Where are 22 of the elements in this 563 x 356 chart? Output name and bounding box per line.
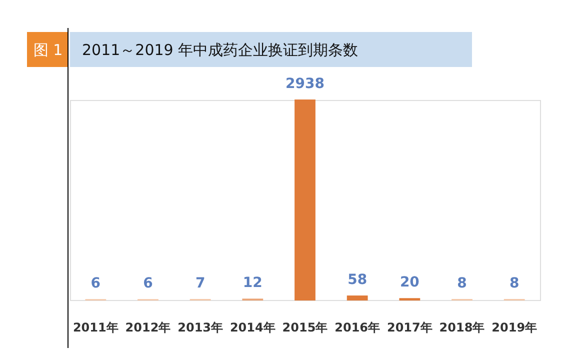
- x-tick-label: 2019年: [492, 320, 538, 334]
- x-tick-label: 2018年: [439, 320, 485, 334]
- data-label: 6: [143, 276, 153, 292]
- x-tick-label: 2012年: [125, 320, 171, 334]
- chart-title: 2011～2019 年中成药企业换证到期条数: [82, 41, 358, 59]
- x-tick-label: 2017年: [386, 320, 432, 334]
- data-label: 2938: [286, 76, 324, 92]
- x-tick-label: 2011年: [72, 320, 118, 334]
- data-label: 8: [457, 275, 467, 292]
- data-label: 6: [90, 276, 101, 292]
- x-tick-label: 2016年: [334, 320, 380, 334]
- x-tick-label: 2015年: [282, 320, 328, 334]
- data-label: 8: [509, 275, 520, 292]
- data-label: 12: [242, 275, 262, 292]
- x-tick-label: 2013年: [178, 320, 224, 334]
- data-label: 20: [400, 274, 420, 291]
- caption: 图 1: [33, 41, 63, 59]
- x-tick-label: 2014年: [230, 320, 276, 334]
- data-label: 58: [348, 272, 368, 288]
- data-label: 7: [195, 276, 206, 292]
- bar: [346, 296, 368, 300]
- bar: [294, 100, 316, 300]
